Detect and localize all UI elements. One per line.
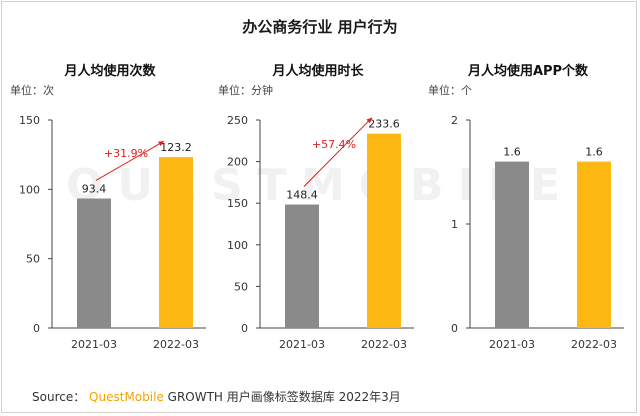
growth-label: +31.9% [104,147,148,160]
bar-2022-03 [367,133,401,328]
panel-title: 月人均使用次数 [64,64,156,79]
growth-arrow-line [95,140,165,181]
source-brand: QuestMobile [89,390,164,404]
x-tick-label: 2021-03 [489,338,535,351]
data-label: 93.4 [82,182,107,195]
watermark: QUESTMOBILE [65,160,575,211]
y-tick-label: 0 [33,322,40,335]
y-tick-label: 50 [234,280,248,293]
x-tick-label: 2022-03 [571,338,617,351]
y-tick-label: 0 [241,322,248,335]
x-tick-label: 2021-03 [71,338,117,351]
x-tick-label: 2022-03 [153,338,199,351]
chart-panel-app-count: 月人均使用APP个数 单位：个 0 1 2 1.6 2021-03 1.6 2022-03 [428,60,628,360]
data-label: 233.6 [368,118,400,131]
bar-2022-03 [159,157,193,328]
growth-arrow-head [366,117,372,124]
y-tick-label: 0 [451,322,458,335]
source-suffix: GROWTH 用户画像标签数据库 2022年3月 [167,390,401,404]
chart-panel-visits: 月人均使用次数 单位：次 0 50 100 150 93.4 2021-03 123.2 20… [10,60,210,360]
chart-panel-duration: 月人均使用时长 单位：分钟 0 50 100 150 200 250 148.4 2021-0… [218,60,418,360]
bar-2022-03 [577,161,611,328]
unit-label: 单位：个 [428,84,472,97]
unit-label: 单位：分钟 [218,84,273,97]
bar-2021-03 [495,161,529,328]
bar-2021-03 [285,204,319,328]
data-label: 123.2 [160,141,192,154]
y-tick-label: 2 [451,114,458,127]
bar-chart-duration: 0 50 100 150 200 250 148.4 2021-03 233.6 2022-03 +… [227,114,414,351]
main-title: 办公商务行业 用户行为 [242,18,398,36]
y-tick-label: 100 [19,183,40,196]
panel-title: 月人均使用时长 [272,64,364,79]
bar-chart-app-count: 0 1 2 1.6 2021-03 1.6 2022-03 [451,114,624,351]
data-label: 148.4 [286,189,318,202]
unit-label: 单位：次 [10,84,54,97]
y-tick-label: 100 [227,239,248,252]
x-tick-label: 2021-03 [279,338,325,351]
source-prefix: Source： [32,390,86,404]
y-tick-label: 150 [19,114,40,127]
source-note: Source： QuestMobile GROWTH 用户画像标签数据库 202… [32,388,401,405]
x-tick-label: 2022-03 [361,338,407,351]
y-tick-label: 1 [451,218,458,231]
panel-title: 月人均使用APP个数 [467,64,589,79]
y-tick-label: 250 [227,114,248,127]
growth-arrow-head [158,141,164,147]
y-tick-label: 50 [26,253,40,266]
growth-label: +57.4% [312,138,356,151]
data-label: 1.6 [503,146,521,159]
bar-chart-visits: 0 50 100 150 93.4 2021-03 123.2 2022-03 +31.9% [19,114,206,351]
data-label: 1.6 [585,146,603,159]
bar-2021-03 [77,198,111,328]
growth-arrow-line [303,117,373,187]
y-tick-label: 200 [227,156,248,169]
y-tick-label: 150 [227,197,248,210]
